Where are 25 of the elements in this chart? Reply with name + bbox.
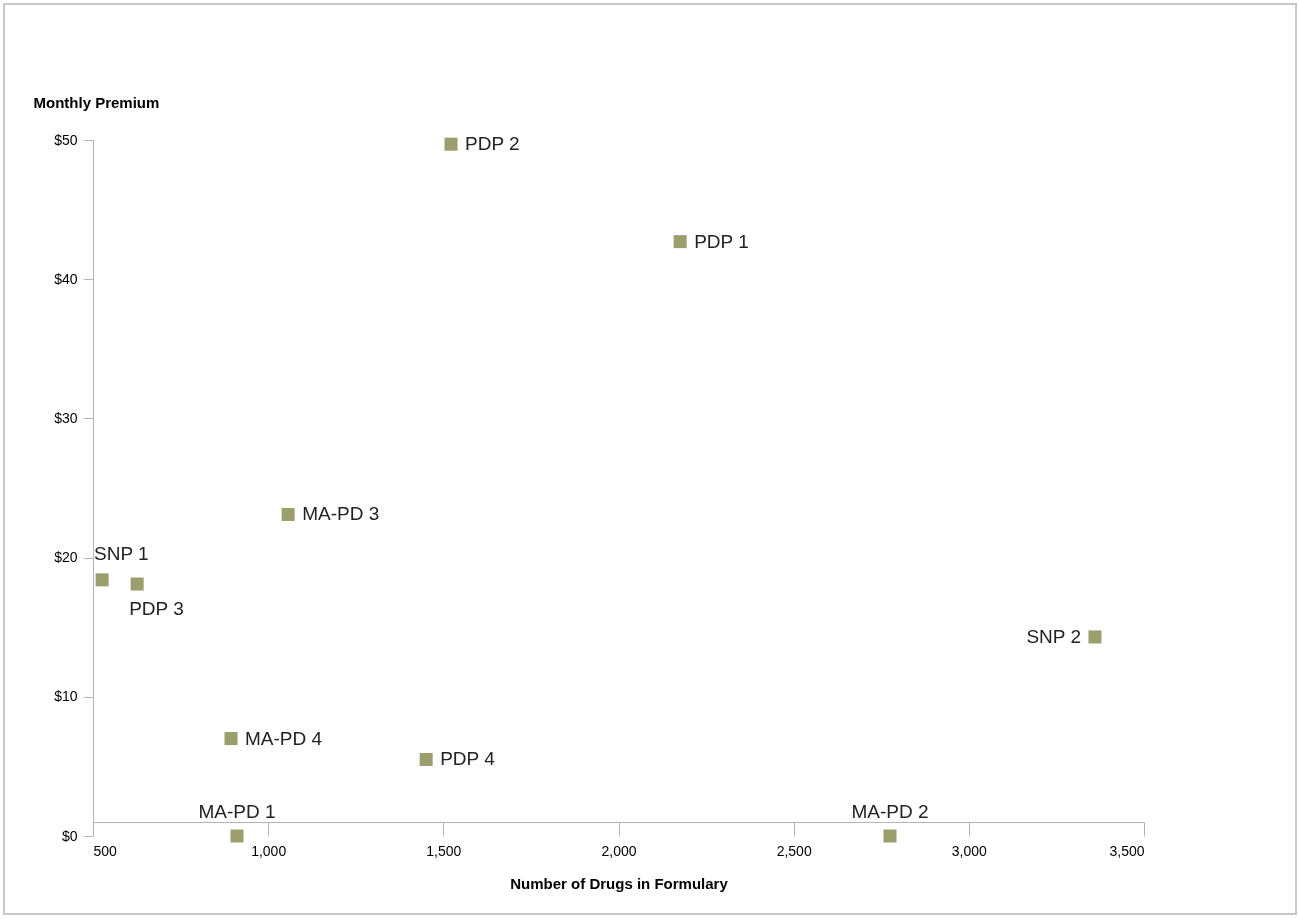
annotation: PDP 2 xyxy=(465,133,520,155)
annotation: SNP 1 xyxy=(94,542,149,564)
x-tick-label: 2,000 xyxy=(601,842,637,859)
y-axis-title: Monthly Premium xyxy=(33,93,160,111)
x-tick-label: 1,500 xyxy=(426,842,462,859)
y-tick-label: $20 xyxy=(54,549,78,566)
annotation: PDP 1 xyxy=(694,230,749,252)
x-tick-label: 1,000 xyxy=(251,842,287,859)
y-tick-label: $0 xyxy=(61,827,78,844)
x-tick-label: 3,500 xyxy=(1109,842,1145,859)
y-tick-label: $30 xyxy=(54,409,78,426)
annotation: MA-PD 4 xyxy=(245,727,323,749)
y-tick-label: $10 xyxy=(54,688,78,705)
annotation: PDP 3 xyxy=(129,598,184,620)
annotation: PDP 4 xyxy=(440,748,496,770)
x-tick-label: 2,500 xyxy=(776,842,812,859)
y-tick-label: $40 xyxy=(54,270,78,287)
annotation: MA-PD 1 xyxy=(198,801,276,822)
y-tick-label: $50 xyxy=(54,131,78,148)
annotation: MA-PD 2 xyxy=(851,801,929,822)
x-axis-title: Number of Drugs in Formulary xyxy=(510,874,729,892)
x-tick-label: 3,000 xyxy=(951,842,988,859)
x-tick-label: 500 xyxy=(93,842,118,859)
annotation: SNP 2 xyxy=(1026,625,1081,647)
annotation: MA-PD 3 xyxy=(302,503,380,525)
